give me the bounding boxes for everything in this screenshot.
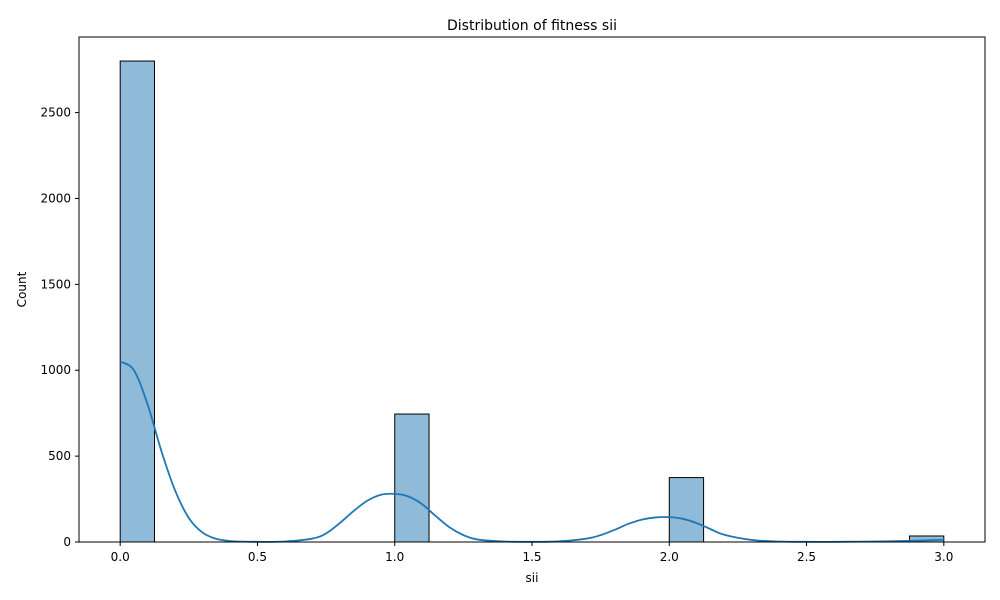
- plot-frame: [78, 36, 986, 543]
- y-tick-label: 2000: [40, 191, 71, 205]
- x-axis-ticks: 0.0 0.5 1.0 1.5 2.0 2.5 3.0: [111, 542, 953, 564]
- x-tick-label: 2.5: [797, 550, 816, 564]
- histogram-bar-2: [668, 477, 705, 543]
- x-tick-label: 0.5: [248, 550, 267, 564]
- histogram-bar-0: [119, 60, 155, 543]
- x-tick-label: 0.0: [111, 550, 130, 564]
- chart-title: Distribution of fitness sii: [447, 18, 617, 34]
- y-tick-label: 0: [63, 535, 71, 549]
- x-tick-label: 1.5: [522, 550, 541, 564]
- x-tick-label: 1.0: [385, 550, 404, 564]
- y-tick-label: 2500: [40, 106, 71, 120]
- x-tick-label: 2.0: [660, 550, 679, 564]
- x-axis-label: sii: [526, 571, 539, 585]
- y-axis-ticks: 0 500 1000 1500 2000 2500: [40, 106, 79, 549]
- y-tick-label: 1500: [40, 277, 71, 291]
- y-tick-label: 500: [48, 449, 71, 463]
- kde-curve: [119, 360, 944, 543]
- x-tick-label: 3.0: [934, 550, 953, 564]
- histogram-bar-1: [394, 413, 430, 543]
- y-tick-label: 1000: [40, 363, 71, 377]
- bars-group: [119, 60, 945, 543]
- y-axis-label: Count: [15, 271, 29, 307]
